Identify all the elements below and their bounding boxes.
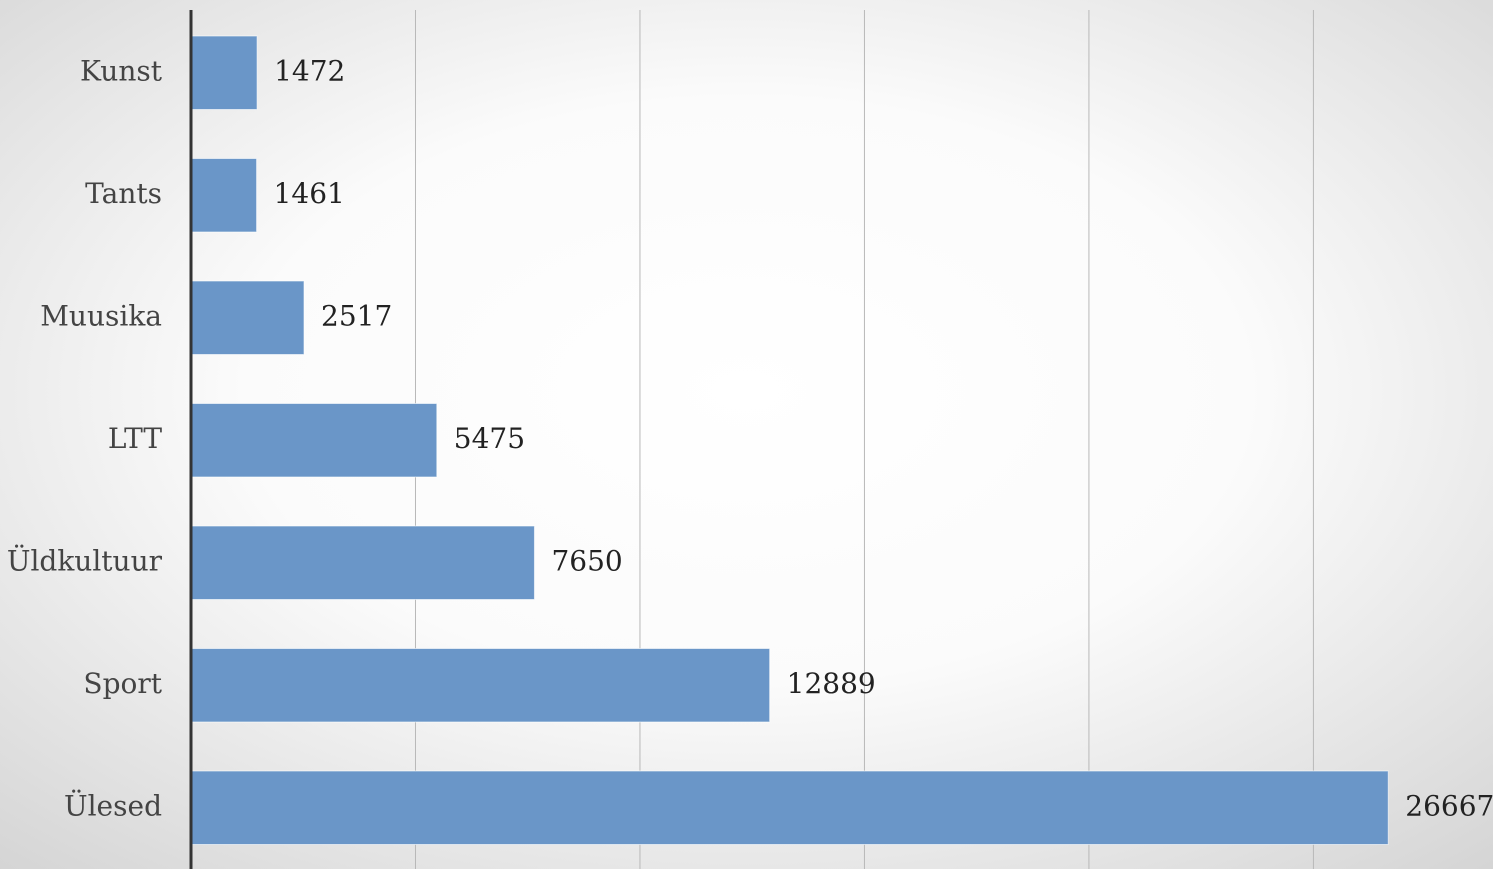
value-label: 2517 (321, 299, 392, 332)
value-label: 1472 (274, 54, 345, 87)
bar (190, 770, 1389, 845)
y-tick-label: Tants (85, 177, 162, 210)
bars: Kunst 1472 Tants 1461 Muusika 2517 LTT 5475 Üldk… (7, 35, 1493, 845)
bar (190, 403, 438, 478)
y-tick-label: Muusika (40, 299, 162, 332)
bar (190, 525, 535, 600)
y-tick-label: Sport (83, 667, 162, 700)
bar (190, 158, 258, 233)
value-label: 12889 (787, 667, 876, 700)
bar (190, 280, 305, 355)
value-label: 5475 (454, 422, 525, 455)
bar (190, 35, 258, 110)
value-label: 1461 (274, 177, 345, 210)
y-tick-label: Üldkultuur (7, 543, 163, 577)
y-tick-label: LTT (108, 422, 163, 455)
y-tick-label: Kunst (80, 54, 163, 87)
value-label: 7650 (551, 544, 622, 577)
value-label: 26667 (1405, 789, 1493, 822)
bar (190, 648, 771, 723)
y-tick-label: Ülesed (64, 788, 162, 822)
